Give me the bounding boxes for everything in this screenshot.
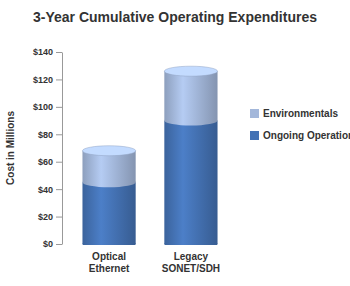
tick-mark (56, 52, 62, 53)
legend-swatch (250, 109, 259, 118)
bar-segment (164, 121, 217, 244)
tick-mark (56, 217, 62, 218)
tick-label: $80 (38, 130, 53, 140)
tick: $0 (43, 239, 62, 249)
tick-label: $100 (33, 102, 53, 112)
tick-label: $40 (38, 185, 53, 195)
chart: 3-Year Cumulative Operating Expenditures… (0, 0, 350, 286)
tick: $80 (38, 130, 62, 140)
legend-swatch (250, 131, 259, 140)
axis-title: Cost in Millions (5, 111, 16, 185)
title: 3-Year Cumulative Operating Expenditures (33, 9, 317, 25)
tick: $120 (33, 75, 62, 85)
tick-mark (56, 244, 62, 245)
tick: $40 (38, 185, 62, 195)
tick: $20 (38, 212, 62, 222)
tick: $100 (33, 102, 62, 112)
tick-mark (56, 107, 62, 108)
tick-label: $60 (38, 157, 53, 167)
category-label: OpticalEthernet (89, 251, 130, 274)
tick-mark (56, 162, 62, 163)
bar-segment (164, 71, 217, 120)
legend-item: Environmentals (250, 108, 338, 119)
category-label: LegacySONET/SDH (162, 251, 220, 274)
y-axis: $0 $20 $40 $60 $80 $100 $120 $140 (33, 47, 63, 249)
plot-area (82, 66, 217, 245)
tick-label: $120 (33, 75, 53, 85)
legend-label: Environmentals (263, 108, 338, 119)
tick-mark (56, 79, 62, 80)
tick-mark (56, 134, 62, 135)
bar-segment (82, 182, 135, 244)
tick-label: $20 (38, 212, 53, 222)
legend-item: Ongoing Operations (250, 130, 350, 141)
tick-label: $140 (33, 47, 53, 57)
legend: Environmentals Ongoing Operations (250, 108, 350, 141)
legend-label: Ongoing Operations (263, 130, 350, 141)
tick-label: $0 (43, 239, 53, 249)
tick: $140 (33, 47, 62, 57)
tick-mark (56, 189, 62, 190)
cylinder-cap (82, 146, 135, 156)
tick: $60 (38, 157, 62, 167)
cylinder-cap (164, 66, 217, 76)
axis-line (62, 53, 63, 245)
